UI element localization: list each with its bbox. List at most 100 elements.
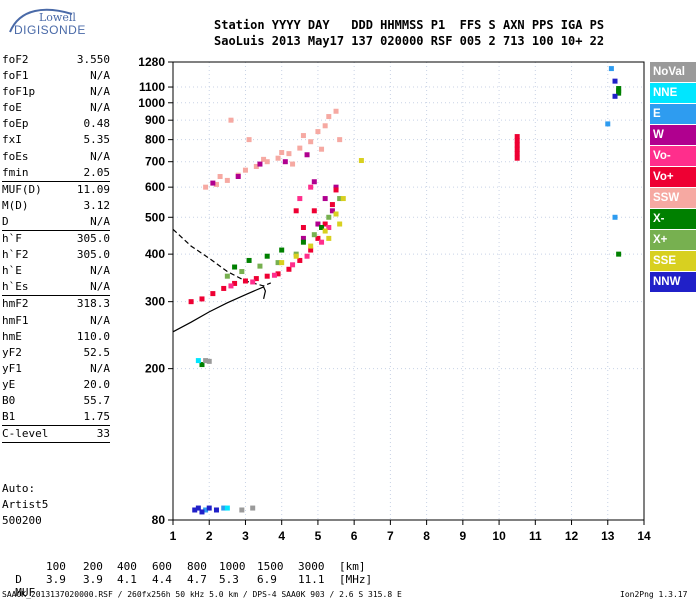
param-row: foF1p N/A: [2, 84, 110, 100]
param-value: 20.0: [83, 377, 111, 391]
x-tick-label: 9: [460, 529, 467, 543]
distance-label: D: [15, 573, 22, 586]
param-row: M(D) 3.12: [2, 198, 110, 214]
echo-point: [199, 296, 205, 302]
param-value: 11.09: [76, 182, 110, 196]
param-row: foF2 3.550: [2, 52, 110, 68]
muf-value: [MHz]: [339, 573, 373, 586]
param-row: B1 1.75: [2, 409, 110, 425]
distance-value: [km]: [339, 560, 366, 573]
muf-value: 4.1: [117, 573, 137, 586]
muf-value: 3.9: [46, 573, 66, 586]
param-value: 3.12: [83, 198, 111, 212]
echo-point: [239, 269, 245, 275]
param-row: C-level 33: [2, 426, 110, 442]
param-name: yF2: [2, 345, 22, 359]
echo-point: [514, 146, 520, 152]
echo-point: [337, 221, 343, 227]
echo-point: [224, 505, 230, 511]
header-line1: Station YYYY DAY DDD HHMMSS P1 FFS S AXN…: [214, 18, 605, 32]
echo-point: [311, 208, 317, 214]
echo-point: [293, 208, 299, 214]
echo-point: [275, 260, 281, 266]
param-row: yF1 N/A: [2, 361, 110, 377]
echo-point: [195, 505, 201, 511]
param-value: 52.5: [83, 345, 111, 359]
echo-point: [297, 257, 303, 263]
param-value: N/A: [90, 85, 110, 99]
param-value: 3.550: [76, 53, 110, 66]
echo-point: [300, 133, 306, 139]
echo-point: [608, 66, 614, 72]
param-row: foF1 N/A: [2, 68, 110, 84]
echo-point: [337, 196, 343, 202]
autoscaling-info: Auto: Artist5 500200: [2, 481, 48, 529]
echo-point: [253, 276, 259, 282]
param-row: D N/A: [2, 214, 110, 230]
param-row: yF2 52.5: [2, 345, 110, 361]
echo-point: [293, 253, 299, 259]
param-name: fxI: [2, 133, 22, 147]
echo-point: [224, 177, 230, 183]
y-tick-label: 500: [145, 210, 165, 224]
legend-item: E: [650, 104, 696, 124]
param-name: yF1: [2, 361, 22, 375]
echo-point: [308, 184, 314, 190]
y-tick-label: 400: [145, 247, 165, 261]
echo-point: [326, 214, 332, 220]
echo-point: [217, 174, 223, 179]
param-name: foF1p: [2, 85, 36, 99]
legend-item: X+: [650, 230, 696, 250]
echo-point: [340, 196, 346, 202]
auto-code: 500200: [2, 514, 42, 527]
x-tick-label: 14: [637, 529, 651, 543]
x-tick-label: 3: [242, 529, 249, 543]
param-value: 33: [96, 427, 110, 441]
echo-point: [286, 266, 292, 272]
echo-point: [326, 114, 332, 120]
echo-point: [514, 138, 520, 144]
echo-point: [264, 273, 270, 279]
param-value: N/A: [90, 361, 110, 375]
echo-point: [188, 299, 194, 305]
muf-value: 3.9: [83, 573, 103, 586]
echo-point: [246, 257, 252, 263]
echo-point: [246, 137, 252, 143]
param-row: h`F2 305.0: [2, 247, 110, 263]
x-tick-label: 12: [565, 529, 579, 543]
echo-point: [203, 507, 209, 513]
param-row: fmin 2.05: [2, 165, 110, 181]
echo-point: [279, 150, 285, 156]
y-tick-label: 900: [145, 113, 165, 127]
logo-line1: Lowell: [39, 11, 76, 24]
echo-point: [221, 505, 227, 511]
logo-swoosh-icon: [9, 8, 73, 33]
echo-point: [210, 291, 216, 297]
x-tick-label: 2: [206, 529, 213, 543]
param-name: hmE: [2, 329, 22, 343]
echo-point: [279, 247, 285, 253]
echo-point: [304, 253, 310, 259]
param-value: N/A: [90, 313, 110, 327]
echo-point: [322, 228, 328, 234]
echo-point: [311, 232, 317, 238]
param-value: N/A: [90, 264, 110, 278]
param-name: D: [2, 214, 9, 228]
footer-file-info: SAA0K_2013137020000.RSF / 260fx256h 50 k…: [2, 590, 402, 599]
echo-point: [337, 137, 343, 143]
echo-point: [616, 251, 622, 257]
muf-value: 4.4: [152, 573, 172, 586]
muf-distance-row: D 100 200 400 600 800 1000 1500 3000 [km]: [2, 560, 365, 586]
param-row: hmF2 318.3: [2, 296, 110, 312]
echo-point: [300, 235, 306, 241]
param-separator: [2, 295, 110, 297]
param-row: foEp 0.48: [2, 116, 110, 132]
echo-point: [315, 221, 321, 227]
param-separator: [2, 180, 110, 182]
legend-item: Vo+: [650, 167, 696, 187]
param-value: 110.0: [76, 329, 110, 343]
param-name: h`F: [2, 232, 22, 246]
param-row: foE N/A: [2, 100, 110, 116]
echo-point: [326, 224, 332, 230]
y-tick-label: 700: [145, 155, 165, 169]
